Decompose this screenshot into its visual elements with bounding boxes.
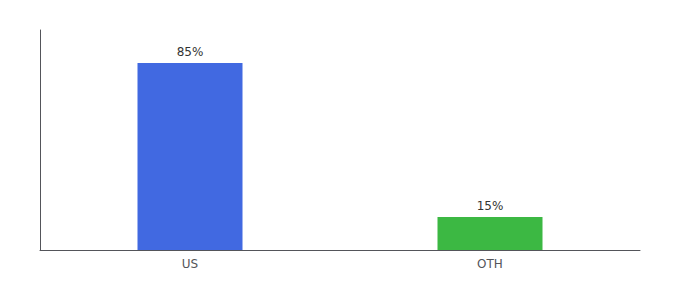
svg-text:85%: 85% [177,45,204,59]
svg-text:US: US [182,257,198,271]
svg-text:OTH: OTH [477,257,503,271]
svg-text:15%: 15% [477,199,504,213]
